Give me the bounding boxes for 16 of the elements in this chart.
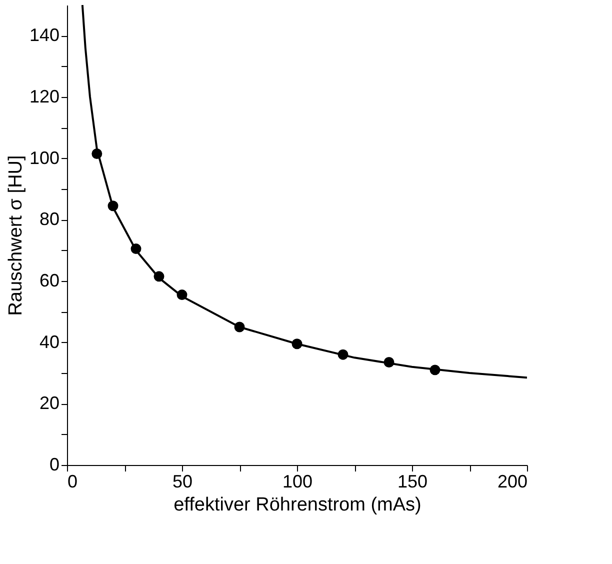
y-axis-title: Rauschwert σ [HU] bbox=[5, 155, 26, 316]
line-series bbox=[81, 5, 527, 379]
y-tick-label: 140 bbox=[29, 25, 60, 46]
x-axis-title: effektiver Röhrenstrom (mAs) bbox=[174, 494, 422, 516]
y-tick-label: 100 bbox=[29, 148, 60, 168]
x-tick-label: 200 bbox=[497, 472, 528, 492]
y-tick-label: 80 bbox=[39, 209, 60, 230]
y-tick-label: 60 bbox=[39, 270, 60, 290]
x-tick-label: 50 bbox=[172, 472, 193, 492]
y-tick-label: 120 bbox=[29, 86, 60, 106]
x-tick-label: 100 bbox=[282, 472, 313, 492]
y-tick-label: 40 bbox=[39, 332, 60, 352]
y-tick-label: 0 bbox=[49, 454, 60, 474]
y-tick-label: 20 bbox=[39, 393, 60, 414]
x-tick-label: 0 bbox=[68, 472, 78, 492]
x-tick-label: 150 bbox=[397, 472, 428, 492]
